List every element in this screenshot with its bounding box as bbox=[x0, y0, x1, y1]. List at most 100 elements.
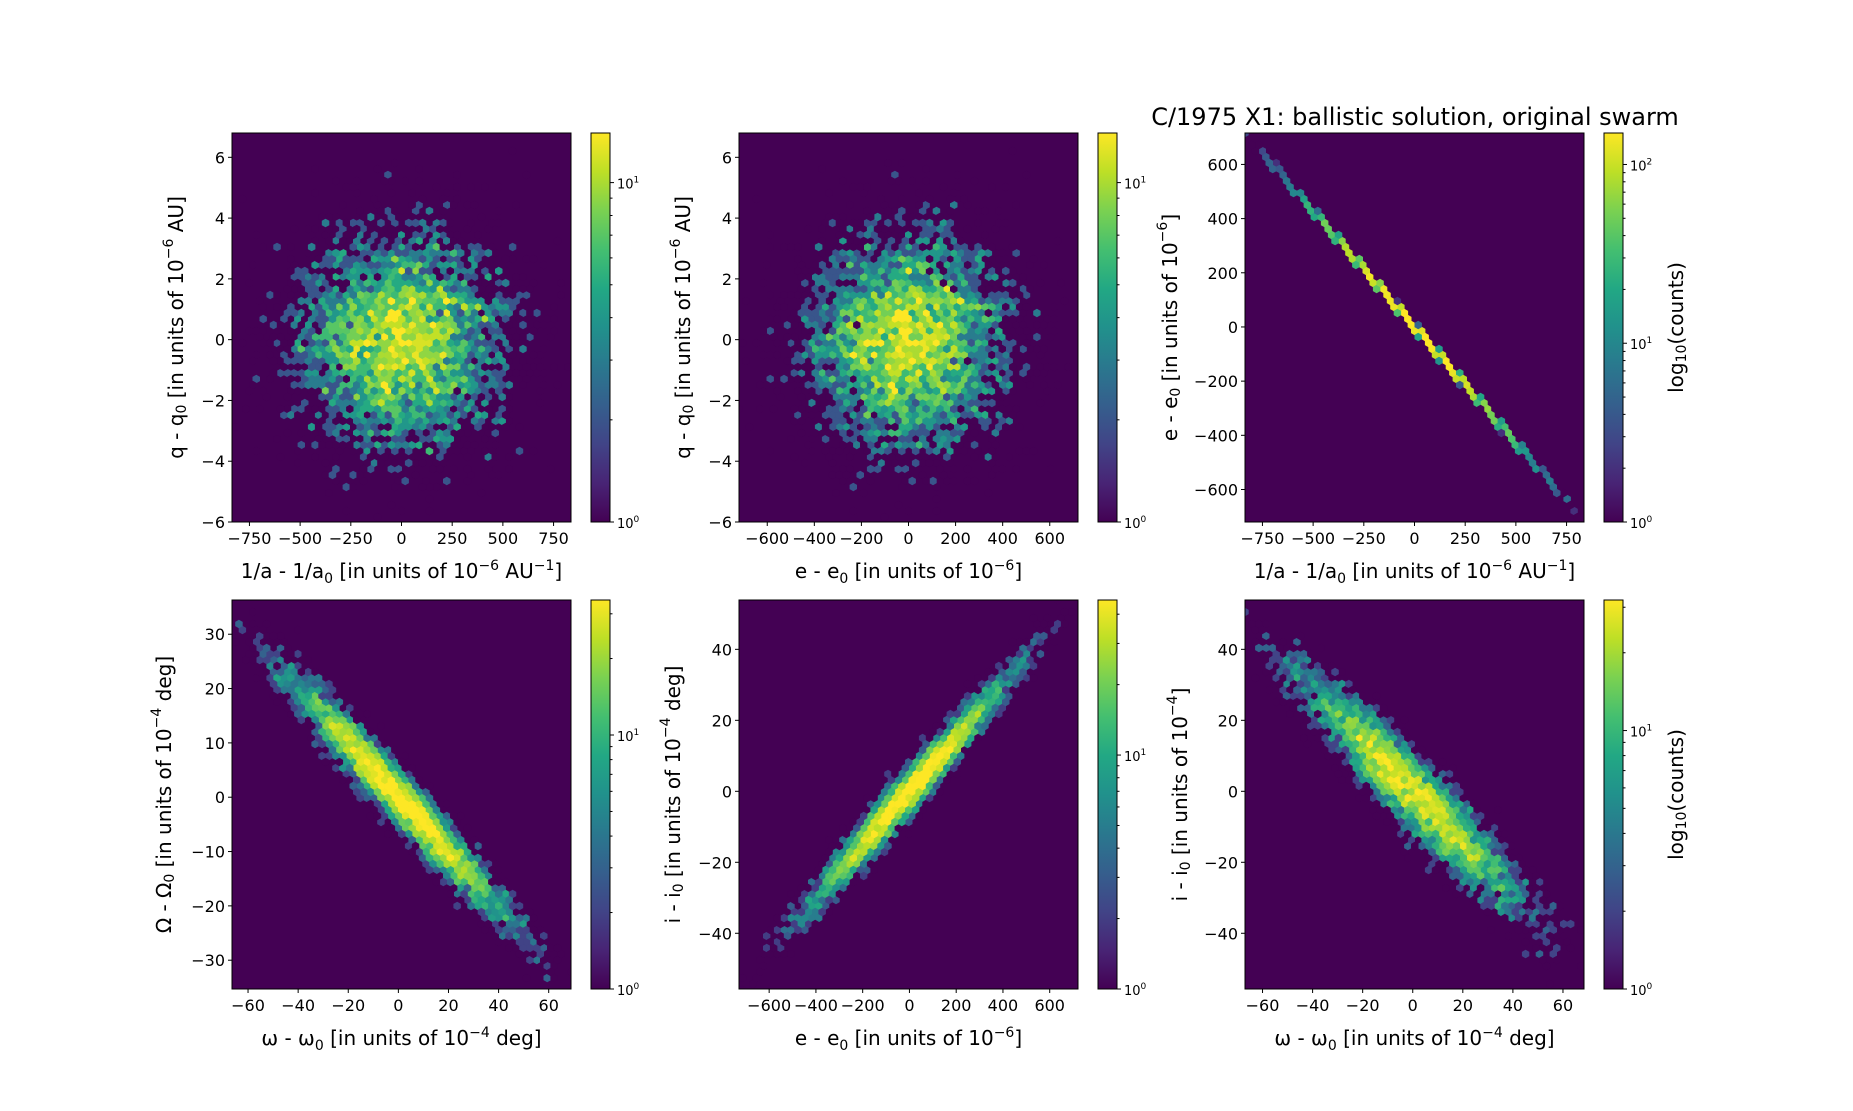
hexbin-cell bbox=[526, 284, 534, 294]
hexbin-cell bbox=[1015, 326, 1024, 336]
hexbin-cell bbox=[370, 242, 378, 252]
hexbin-cell bbox=[925, 338, 934, 348]
hexbin-cell bbox=[391, 757, 399, 767]
hexbin-cell bbox=[825, 859, 833, 869]
hexbin-cell bbox=[1595, 968, 1603, 977]
hexbin-cell bbox=[370, 793, 378, 803]
hexbin-cell bbox=[415, 224, 423, 234]
hexbin-cell bbox=[1525, 907, 1533, 917]
hexbin-cell bbox=[463, 308, 472, 318]
hexbin-cell bbox=[543, 973, 551, 983]
hexbin-cell bbox=[860, 272, 868, 282]
hexbin-cell bbox=[1393, 811, 1402, 821]
hexbin-cell bbox=[1036, 362, 1045, 372]
hexbin-cell bbox=[967, 266, 975, 276]
hexbin-cell bbox=[1296, 655, 1305, 665]
hexbin-cell bbox=[1307, 685, 1315, 695]
hexbin-cell bbox=[1497, 895, 1506, 905]
hexbin-cell bbox=[1501, 913, 1509, 923]
hexbin-cell bbox=[1542, 470, 1551, 480]
hexbin-cell bbox=[880, 512, 889, 522]
hexbin-cell bbox=[929, 320, 937, 330]
hexbin-cell bbox=[960, 410, 968, 420]
hexbin-cell bbox=[891, 386, 899, 396]
hexbin-cell bbox=[1449, 763, 1457, 773]
hexbin-cell bbox=[418, 410, 427, 420]
hexbin-cell bbox=[901, 811, 909, 821]
colorbar-tick-exponent: 0 bbox=[1647, 515, 1653, 525]
hexbin-cell bbox=[970, 272, 979, 282]
hexbin-cell bbox=[460, 254, 468, 264]
hexbin-cell bbox=[1258, 637, 1266, 647]
hexbin-cell bbox=[384, 242, 392, 252]
hexbin-cell bbox=[846, 368, 854, 378]
hexbin-cell bbox=[425, 266, 434, 276]
hexbin-cell bbox=[460, 362, 468, 372]
hexbin-cell bbox=[456, 811, 465, 821]
hexbin-cell bbox=[960, 733, 968, 743]
hexbin-cell bbox=[332, 416, 340, 426]
hexbin-cell bbox=[280, 673, 288, 683]
hexbin-cell bbox=[891, 422, 899, 432]
hexbin-cell bbox=[380, 751, 389, 761]
hexbin-cell bbox=[884, 278, 892, 288]
hexbin-cell bbox=[394, 775, 402, 785]
hexbin-cell bbox=[391, 158, 399, 168]
hexbin-cell bbox=[446, 290, 454, 300]
hexbin-cell bbox=[1012, 296, 1020, 306]
y-axis-label-text: [in units of 10 bbox=[152, 728, 176, 873]
hexbin-cell bbox=[411, 290, 420, 300]
hexbin-cell bbox=[314, 697, 323, 707]
hexbin-cell bbox=[422, 320, 430, 330]
x-tick-label: −200 bbox=[839, 529, 883, 548]
hexbin-cell bbox=[1445, 362, 1454, 372]
hexbin-cell bbox=[370, 278, 378, 288]
hexbin-cell bbox=[290, 320, 299, 330]
x-axis-label-text: 1/a - 1/a bbox=[1254, 559, 1337, 583]
hexbin-cell bbox=[585, 1022, 592, 1031]
hexbin-cell bbox=[891, 446, 899, 456]
hexbin-cell bbox=[988, 242, 996, 252]
hexbin-cell bbox=[346, 751, 354, 761]
hexbin-cell bbox=[1456, 883, 1464, 893]
hexbin-cell bbox=[474, 877, 482, 887]
hexbin-cell bbox=[977, 308, 986, 318]
hexbin-cell bbox=[1397, 302, 1405, 312]
hexbin-cell bbox=[1459, 841, 1467, 851]
hexbin-cell bbox=[394, 368, 402, 378]
hexbin-cell bbox=[332, 392, 340, 402]
hexbin-cell bbox=[922, 200, 930, 210]
hexbin-cell bbox=[484, 428, 493, 438]
hexbin-cell bbox=[294, 410, 302, 420]
hexbin-cell bbox=[839, 416, 847, 426]
hexbin-cell bbox=[1456, 859, 1464, 869]
hexbin-cell bbox=[981, 422, 989, 432]
hexbin-cell bbox=[314, 362, 323, 372]
hexbin-cell bbox=[814, 314, 823, 324]
hexbin-cell bbox=[825, 296, 833, 306]
hexbin-cell bbox=[991, 368, 1000, 378]
hexbin-cell bbox=[873, 212, 882, 222]
hexbin-cell bbox=[849, 865, 857, 875]
hexbin-cell bbox=[925, 733, 934, 743]
hexbin-cell bbox=[1002, 218, 1010, 228]
hexbin-cell bbox=[1262, 152, 1270, 162]
y-axis-label-sup: −4 bbox=[149, 708, 165, 729]
hexbin-cell bbox=[363, 769, 371, 779]
hexbin-cell bbox=[404, 817, 413, 827]
hexbin-cell bbox=[946, 709, 954, 719]
x-axis-label: 1/a - 1/a0 [in units of 10−6 AU−1] bbox=[1254, 558, 1575, 587]
hexbin-cell bbox=[415, 332, 423, 342]
hexbin-cell bbox=[970, 440, 979, 450]
hexbin-cell bbox=[1508, 841, 1516, 851]
hexbin-cell bbox=[467, 326, 475, 336]
hexbin-cell bbox=[877, 290, 885, 300]
hexbin-cell bbox=[818, 248, 826, 258]
y-axis-label: i - i0 [in units of 10−4] bbox=[1165, 688, 1194, 902]
hexbin-cell bbox=[1376, 781, 1384, 791]
hexbin-cell bbox=[550, 961, 558, 971]
hexbin-cell bbox=[839, 212, 847, 222]
colorbar-tick-exponent: 1 bbox=[1647, 336, 1653, 346]
hexbin-cell bbox=[860, 488, 868, 498]
hexbin-cell bbox=[1414, 320, 1422, 330]
